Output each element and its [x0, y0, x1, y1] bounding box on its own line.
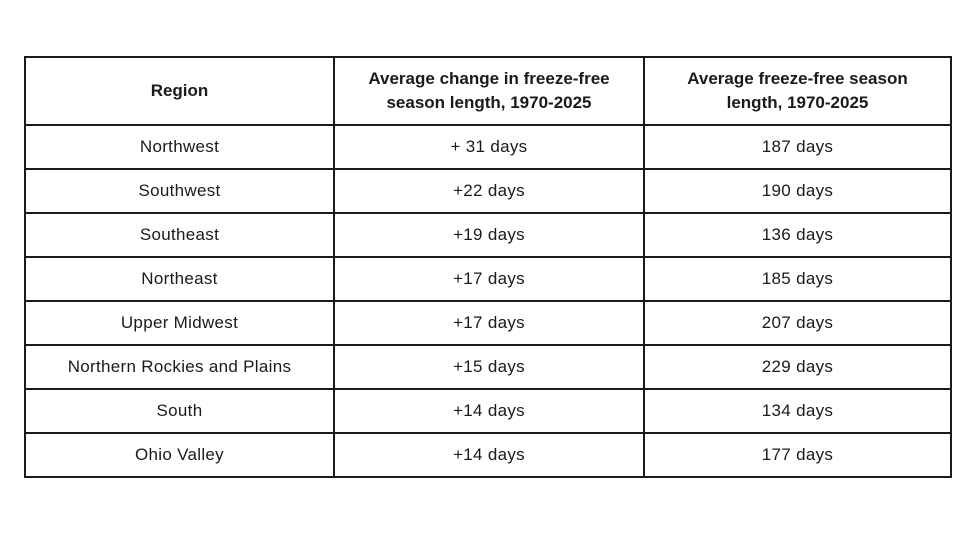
header-cell-length: Average freeze-free season length, 1970-…: [643, 56, 952, 126]
cell-length: 177 days: [643, 432, 952, 478]
cell-region: Northern Rockies and Plains: [24, 344, 335, 390]
cell-length: 187 days: [643, 124, 952, 170]
cell-change: +15 days: [333, 344, 645, 390]
cell-change: +19 days: [333, 212, 645, 258]
cell-region: Northeast: [24, 256, 335, 302]
cell-region: Ohio Valley: [24, 432, 335, 478]
cell-region: Northwest: [24, 124, 335, 170]
cell-length: 229 days: [643, 344, 952, 390]
table-row: Northwest + 31 days 187 days: [24, 124, 952, 170]
table-row: Southeast +19 days 136 days: [24, 212, 952, 258]
cell-region: South: [24, 388, 335, 434]
cell-change: +22 days: [333, 168, 645, 214]
header-cell-region: Region: [24, 56, 335, 126]
table-row: Ohio Valley +14 days 177 days: [24, 432, 952, 478]
cell-region: Upper Midwest: [24, 300, 335, 346]
cell-change: +17 days: [333, 300, 645, 346]
cell-change: + 31 days: [333, 124, 645, 170]
table-header: Region Average change in freeze-free sea…: [24, 56, 952, 126]
cell-change: +17 days: [333, 256, 645, 302]
table-row: South +14 days 134 days: [24, 388, 952, 434]
cell-change: +14 days: [333, 432, 645, 478]
table-body: Northwest + 31 days 187 days Southwest +…: [24, 124, 952, 478]
header-row: Region Average change in freeze-free sea…: [24, 56, 952, 126]
cell-region: Southeast: [24, 212, 335, 258]
cell-length: 190 days: [643, 168, 952, 214]
cell-length: 134 days: [643, 388, 952, 434]
cell-change: +14 days: [333, 388, 645, 434]
table-row: Northern Rockies and Plains +15 days 229…: [24, 344, 952, 390]
table-row: Upper Midwest +17 days 207 days: [24, 300, 952, 346]
table-row: Northeast +17 days 185 days: [24, 256, 952, 302]
cell-length: 185 days: [643, 256, 952, 302]
cell-region: Southwest: [24, 168, 335, 214]
cell-length: 136 days: [643, 212, 952, 258]
table-row: Southwest +22 days 190 days: [24, 168, 952, 214]
freeze-free-season-table: Region Average change in freeze-free sea…: [24, 56, 952, 478]
header-cell-change: Average change in freeze-free season len…: [333, 56, 645, 126]
cell-length: 207 days: [643, 300, 952, 346]
